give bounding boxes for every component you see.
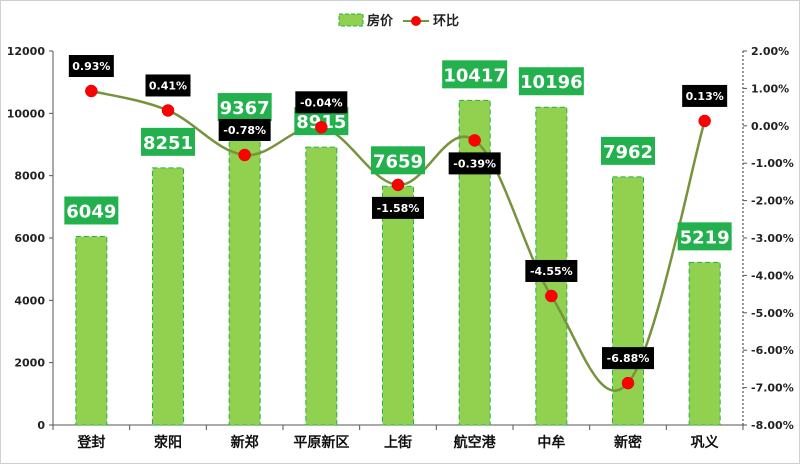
pct-label: 0.93% bbox=[72, 60, 110, 73]
y-right-tick-label: -8.00% bbox=[751, 419, 794, 432]
price-label-box bbox=[442, 60, 508, 89]
price-label: 8251 bbox=[143, 133, 193, 154]
marker-mom bbox=[238, 148, 251, 162]
pct-label-box bbox=[682, 84, 728, 107]
y-right-tick-label: -3.00% bbox=[751, 232, 794, 245]
pct-label: 0.41% bbox=[149, 79, 187, 92]
y-right-tick-label: -1.00% bbox=[751, 157, 794, 170]
pct-label: -0.39% bbox=[453, 157, 496, 170]
y-right-tick-label: -4.00% bbox=[751, 269, 794, 282]
marker-mom bbox=[698, 114, 711, 128]
pct-label: -0.04% bbox=[300, 96, 343, 109]
pct-label-box bbox=[525, 259, 578, 282]
y-right-tick-label: 1.00% bbox=[751, 82, 789, 95]
price-label-box bbox=[217, 93, 272, 122]
price-label: 10417 bbox=[443, 65, 506, 86]
legend-label-price: 房价 bbox=[367, 13, 394, 29]
price-label-box bbox=[677, 222, 732, 251]
price-label: 7659 bbox=[373, 151, 423, 172]
y-left-tick-label: 6000 bbox=[14, 232, 45, 245]
marker-mom bbox=[545, 289, 558, 303]
pct-label-box bbox=[295, 91, 348, 114]
pct-label: -4.55% bbox=[530, 265, 573, 278]
marker-mom bbox=[468, 134, 481, 147]
price-label: 6049 bbox=[66, 201, 116, 222]
price-label: 10196 bbox=[520, 72, 583, 93]
pct-label: 0.13% bbox=[686, 90, 724, 103]
bar-price bbox=[305, 146, 338, 426]
y-left-tick-label: 8000 bbox=[14, 170, 45, 183]
pct-label-box bbox=[145, 74, 191, 97]
marker-mom bbox=[315, 121, 328, 134]
pct-label-box bbox=[68, 55, 114, 78]
y-right-tick-label: -2.00% bbox=[751, 195, 794, 208]
price-label-box bbox=[64, 196, 119, 225]
y-left-tick-label: 2000 bbox=[14, 357, 45, 370]
price-label-box bbox=[518, 67, 584, 96]
y-left-tick-label: 12000 bbox=[7, 45, 46, 58]
bar-price bbox=[688, 261, 721, 426]
x-tick-label: 巩义 bbox=[691, 434, 719, 451]
x-tick-label: 新郑 bbox=[231, 434, 259, 451]
pct-label-box bbox=[218, 118, 271, 141]
legend-marker-mom bbox=[411, 16, 421, 26]
x-tick-label: 上街 bbox=[384, 434, 412, 451]
pct-label-box bbox=[602, 347, 654, 370]
marker-mom bbox=[161, 104, 175, 117]
marker-mom bbox=[621, 376, 635, 390]
x-tick-label: 平原新区 bbox=[293, 434, 349, 451]
price-label: 7962 bbox=[603, 142, 653, 163]
x-tick-label: 新密 bbox=[614, 434, 642, 451]
bar-price bbox=[458, 99, 491, 426]
x-tick-label: 登封 bbox=[76, 434, 105, 451]
y-left-tick-label: 4000 bbox=[14, 294, 45, 307]
legend-label-mom: 环比 bbox=[433, 13, 459, 29]
price-label-box bbox=[371, 146, 425, 175]
x-tick-label: 荥阳 bbox=[154, 434, 182, 451]
marker-mom bbox=[391, 178, 405, 192]
price-label: 5219 bbox=[680, 227, 730, 248]
pct-label: -0.78% bbox=[223, 124, 266, 137]
y-right-tick-label: -5.00% bbox=[751, 307, 794, 320]
bar-price bbox=[228, 132, 261, 426]
y-right-tick-label: 2.00% bbox=[751, 45, 789, 58]
bar-price bbox=[75, 235, 108, 426]
bar-price bbox=[382, 185, 414, 426]
y-left-tick-label: 0 bbox=[37, 419, 45, 432]
price-label-box bbox=[141, 127, 195, 156]
pct-label-box bbox=[448, 152, 501, 175]
marker-mom bbox=[85, 84, 98, 98]
y-right-tick-label: -7.00% bbox=[751, 382, 794, 395]
price-label: 9367 bbox=[220, 98, 270, 119]
x-tick-label: 航空港 bbox=[454, 434, 497, 451]
bar-price bbox=[152, 167, 184, 426]
y-right-tick-label: -6.00% bbox=[751, 344, 794, 357]
x-tick-label: 中牟 bbox=[537, 434, 565, 451]
pct-label: -6.88% bbox=[607, 352, 650, 365]
y-right-tick-label: 0.00% bbox=[751, 120, 789, 133]
legend-swatch-price bbox=[338, 13, 364, 27]
price-label-box bbox=[601, 136, 655, 165]
pct-label-box bbox=[372, 196, 424, 219]
y-left-tick-label: 10000 bbox=[7, 107, 46, 120]
pct-label: -1.58% bbox=[377, 202, 420, 215]
